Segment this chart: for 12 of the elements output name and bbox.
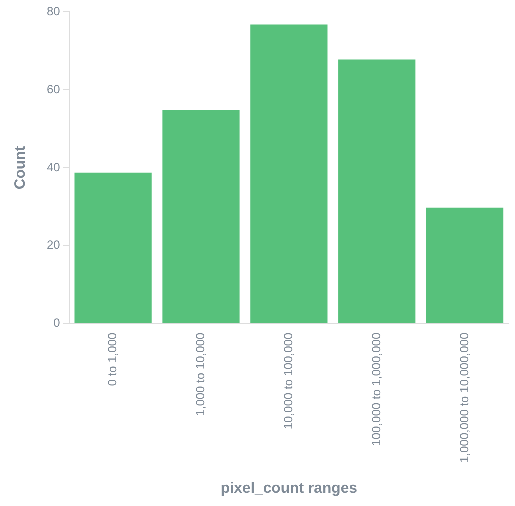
y-tick-label: 40 [46, 160, 61, 174]
x-tick-label: 1,000,000 to 10,000,000 [457, 332, 472, 464]
x-tick-label: 1,000 to 10,000 [194, 332, 208, 416]
x-tick-label: 10,000 to 100,000 [281, 332, 296, 430]
y-tick-label: 80 [46, 4, 61, 18]
y-axis-title: Count [12, 146, 30, 190]
y-tick-label: 60 [46, 82, 61, 96]
x-tick-label: 0 to 1,000 [106, 332, 120, 386]
y-tick-label: 20 [46, 238, 61, 252]
y-tick-label: 0 [54, 316, 61, 330]
x-axis-title: pixel_count ranges [220, 480, 358, 498]
x-tick-label: 100,000 to 1,000,000 [369, 332, 384, 446]
